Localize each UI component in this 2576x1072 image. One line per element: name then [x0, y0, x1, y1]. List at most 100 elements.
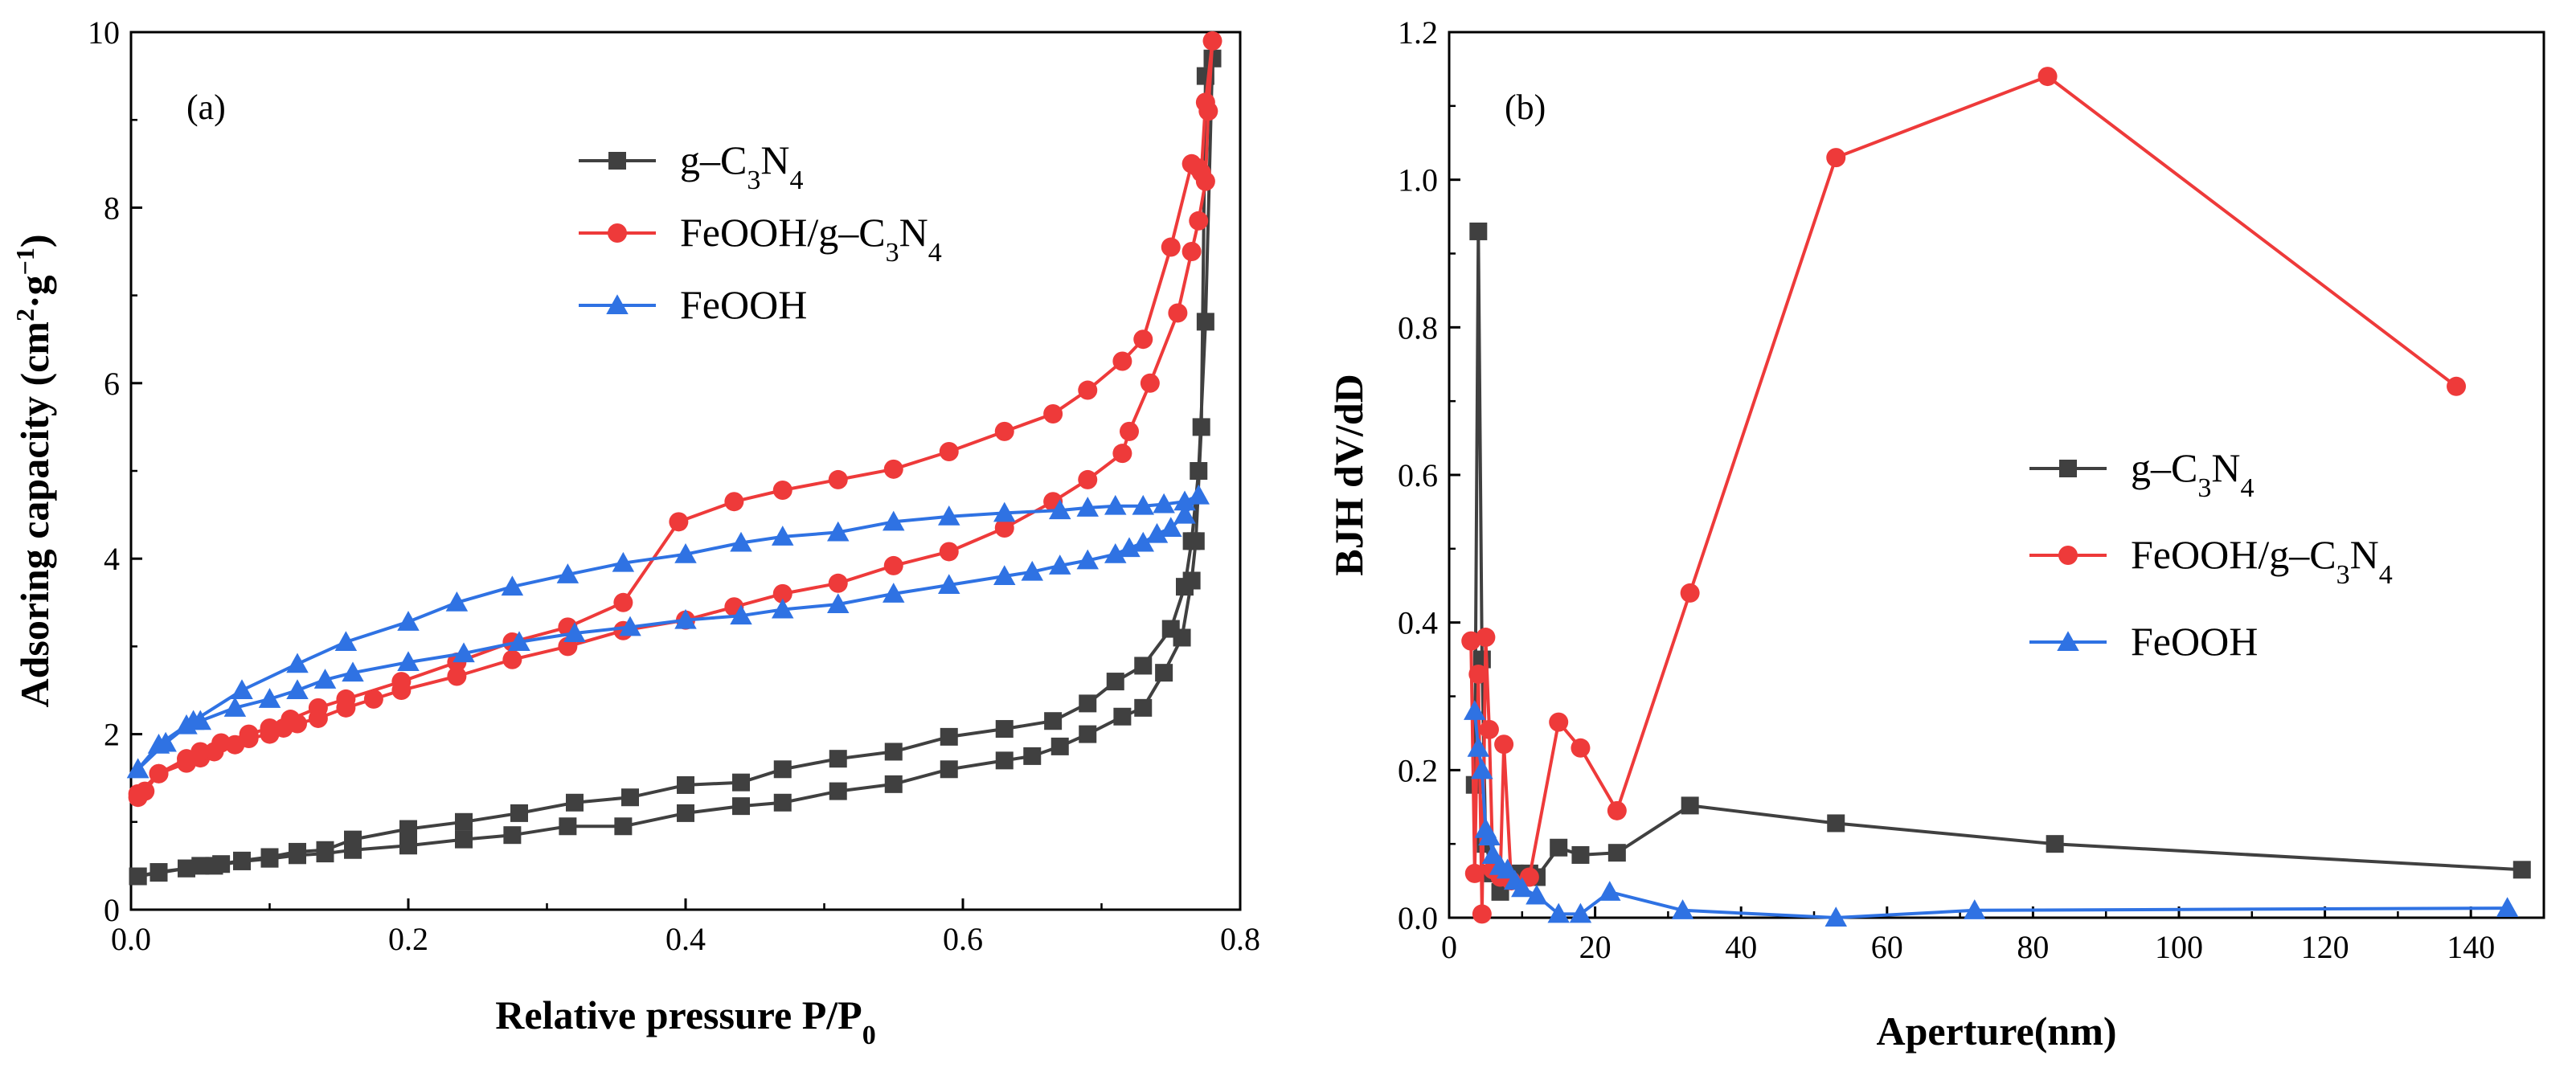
legend-label: FeOOH — [2131, 619, 2258, 664]
data-point — [445, 591, 469, 612]
y-axis-title-sup: 2 — [10, 309, 39, 321]
data-point — [231, 679, 253, 699]
data-point — [260, 718, 280, 738]
x-tick-label: 0.8 — [1220, 921, 1260, 957]
data-point — [1192, 418, 1210, 436]
data-point — [994, 518, 1014, 538]
data-point — [1120, 421, 1139, 441]
x-tick-label: 120 — [2301, 929, 2349, 965]
data-point — [1671, 899, 1694, 919]
data-point — [563, 622, 586, 643]
data-point — [447, 666, 467, 686]
data-point — [995, 751, 1014, 770]
data-point — [1118, 537, 1141, 558]
legend-label: g–C3N4 — [680, 137, 803, 195]
data-point — [1044, 712, 1063, 730]
data-point — [674, 608, 697, 629]
y-tick-label: 2 — [104, 717, 120, 753]
data-point — [1153, 493, 1175, 513]
data-point — [883, 459, 903, 479]
y-tick-label: 0.2 — [1398, 752, 1438, 788]
data-point — [258, 688, 281, 708]
y-axis-title-text: Adsoring capacity (cm — [12, 321, 57, 708]
data-point — [724, 492, 744, 512]
x-tick-label: 0.6 — [943, 921, 983, 957]
data-point — [1479, 719, 1499, 739]
data-point — [939, 441, 959, 461]
data-point — [619, 616, 641, 636]
legend-text: g–C — [680, 137, 747, 182]
data-point — [1571, 738, 1591, 758]
legend-label: g–C3N4 — [2131, 445, 2254, 503]
data-point — [455, 812, 473, 831]
data-point — [503, 826, 522, 845]
data-point — [1160, 517, 1182, 537]
x-axis-title-text: Relative pressure P/P — [495, 992, 862, 1037]
data-point — [1173, 503, 1196, 524]
data-point — [884, 775, 903, 793]
data-point — [2046, 835, 2064, 853]
legend-text: FeOOH/g–C — [2131, 532, 2336, 577]
data-point — [1168, 303, 1188, 323]
data-point — [884, 743, 903, 761]
data-point — [391, 672, 412, 692]
y-tick-label: 0 — [104, 892, 120, 928]
data-point — [772, 583, 792, 604]
y-tick-label: 10 — [88, 14, 120, 51]
data-point — [1189, 211, 1209, 231]
data-point — [1469, 222, 1488, 240]
data-point — [126, 758, 149, 779]
data-point — [1113, 707, 1132, 726]
data-point — [233, 852, 251, 870]
data-point — [828, 469, 848, 489]
data-point — [1549, 712, 1569, 732]
data-point — [1140, 373, 1160, 393]
data-point — [994, 421, 1014, 441]
panel-label: (a) — [186, 88, 226, 127]
data-point — [453, 642, 475, 663]
data-point — [773, 793, 792, 812]
y-axis-title-end: ) — [12, 234, 57, 248]
data-point — [1607, 844, 1626, 862]
data-point — [177, 749, 196, 769]
data-point — [182, 710, 205, 730]
series-square — [129, 49, 1222, 886]
data-point — [883, 555, 903, 575]
y-tick-label: 0.0 — [1398, 900, 1438, 936]
data-point — [730, 531, 752, 552]
x-tick-label: 40 — [1725, 929, 1757, 965]
data-point — [1467, 737, 1490, 757]
x-axis-title-sub: 0 — [862, 1021, 876, 1050]
panel-a-adsorption-isotherm: 0.0 0.2 0.4 0.6 0.8 0 2 4 6 8 10 Relative pressure … — [10, 14, 1260, 1050]
data-point — [773, 760, 792, 779]
legend-entry: g–C3N4 — [579, 137, 803, 195]
data-point — [677, 775, 694, 794]
data-point — [559, 817, 577, 836]
data-point — [149, 763, 169, 784]
data-point — [1043, 404, 1063, 424]
data-point — [2037, 67, 2058, 87]
data-point — [1964, 899, 1986, 919]
data-point — [940, 760, 958, 779]
data-point — [397, 611, 420, 631]
data-point — [455, 830, 473, 849]
data-point — [883, 510, 905, 531]
data-point — [1571, 845, 1590, 864]
data-point — [1182, 153, 1202, 174]
data-point — [239, 724, 259, 744]
data-point — [1173, 490, 1196, 511]
data-point — [612, 551, 635, 572]
series-triangle — [126, 484, 1210, 779]
data-point — [2513, 861, 2531, 879]
data-point — [1134, 698, 1153, 717]
legend-sub: 3 — [2197, 473, 2211, 503]
data-point — [1569, 902, 1592, 923]
data-point — [1049, 554, 1071, 575]
data-point — [621, 788, 639, 807]
y-tick-label: 0.4 — [1398, 605, 1438, 641]
data-point — [1494, 734, 1514, 755]
legend-text: FeOOH — [680, 282, 807, 327]
x-axis-title-text: Aperture(nm) — [1877, 1009, 2117, 1054]
legend-entry: g–C3N4 — [2029, 445, 2254, 503]
